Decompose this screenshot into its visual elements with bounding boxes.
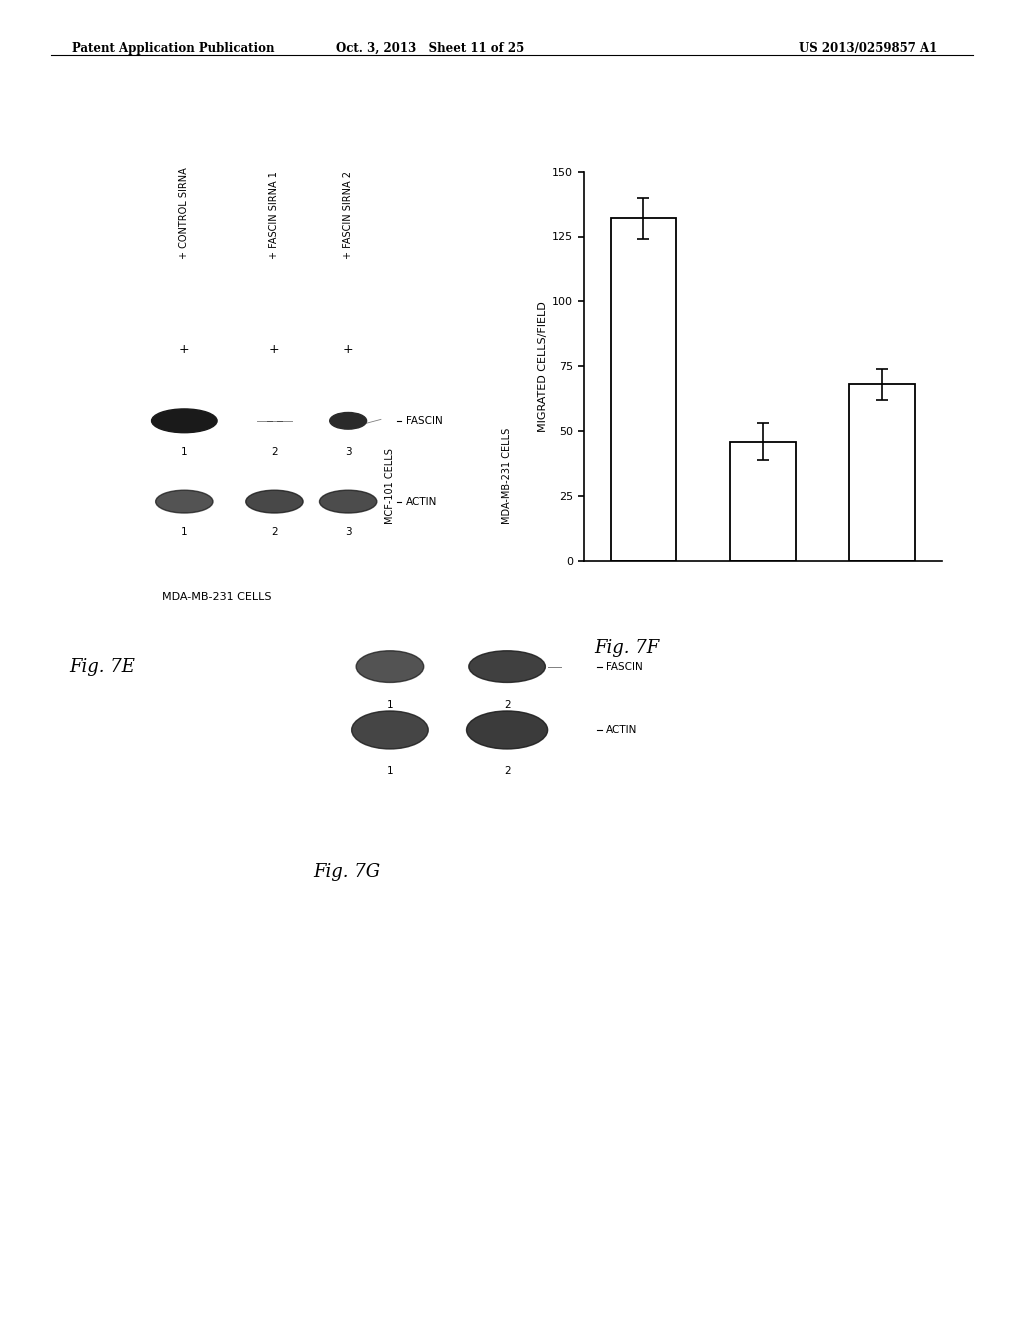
Ellipse shape xyxy=(351,711,428,748)
Ellipse shape xyxy=(156,490,213,513)
Text: MDA-MB-231 CELLS: MDA-MB-231 CELLS xyxy=(163,591,271,602)
Text: MCF-101 CELLS: MCF-101 CELLS xyxy=(385,449,395,524)
Text: 1: 1 xyxy=(181,528,187,537)
Text: Fig. 7F: Fig. 7F xyxy=(594,639,659,657)
Text: 2: 2 xyxy=(271,528,278,537)
Text: 3: 3 xyxy=(345,446,351,457)
Bar xyxy=(730,442,796,561)
Text: 1: 1 xyxy=(181,446,187,457)
Text: Fig. 7G: Fig. 7G xyxy=(313,863,381,880)
Text: Patent Application Publication: Patent Application Publication xyxy=(72,42,274,55)
Text: ACTIN: ACTIN xyxy=(606,725,638,735)
Ellipse shape xyxy=(319,490,377,513)
Text: 2: 2 xyxy=(504,700,510,710)
Y-axis label: MIGRATED CELLS/FIELD: MIGRATED CELLS/FIELD xyxy=(538,301,548,432)
Text: 1: 1 xyxy=(387,766,393,776)
Text: FASCIN: FASCIN xyxy=(406,416,442,426)
Text: +: + xyxy=(179,343,189,356)
Text: FASCIN: FASCIN xyxy=(606,661,643,672)
Text: + CONTROL SIRNA: + CONTROL SIRNA xyxy=(179,168,189,259)
Text: + FASCIN SIRNA 1: + FASCIN SIRNA 1 xyxy=(269,172,280,259)
Text: + FASCIN SIRNA 2: + FASCIN SIRNA 2 xyxy=(343,172,353,259)
Ellipse shape xyxy=(246,490,303,513)
Ellipse shape xyxy=(330,412,367,429)
Text: 3: 3 xyxy=(345,528,351,537)
Text: ACTIN: ACTIN xyxy=(406,496,437,507)
Text: Fig. 7E: Fig. 7E xyxy=(70,659,135,676)
Ellipse shape xyxy=(356,651,424,682)
Text: Oct. 3, 2013   Sheet 11 of 25: Oct. 3, 2013 Sheet 11 of 25 xyxy=(336,42,524,55)
Bar xyxy=(610,218,676,561)
Ellipse shape xyxy=(152,409,217,433)
Text: US 2013/0259857 A1: US 2013/0259857 A1 xyxy=(799,42,937,55)
Text: 1: 1 xyxy=(387,700,393,710)
Text: MDA-MB-231 CELLS: MDA-MB-231 CELLS xyxy=(502,428,512,524)
Text: +: + xyxy=(343,343,353,356)
Bar xyxy=(850,384,915,561)
Text: 2: 2 xyxy=(271,446,278,457)
Ellipse shape xyxy=(467,711,548,748)
Text: 2: 2 xyxy=(504,766,510,776)
Ellipse shape xyxy=(469,651,546,682)
Text: +: + xyxy=(269,343,280,356)
